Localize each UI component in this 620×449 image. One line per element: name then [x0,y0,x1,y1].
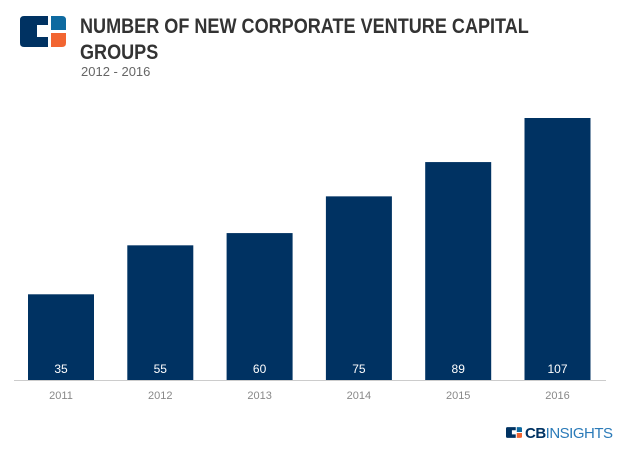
data-label: 107 [547,362,567,376]
bar [226,233,293,380]
title-line-1: NUMBER OF NEW CORPORATE VENTURE CAPITAL [80,15,529,38]
bar [127,245,194,380]
chart-title: NUMBER OF NEW CORPORATE VENTURE CAPITAL G… [80,14,529,66]
bar [28,294,94,380]
footer-brand: CBINSIGHTS [525,425,613,442]
bar [425,162,492,380]
data-label: 60 [253,362,267,376]
footer-logo-icon [506,427,522,438]
title-line-2: GROUPS [80,41,159,64]
x-tick-label: 2013 [247,390,271,402]
x-tick-label: 2016 [545,390,569,402]
x-tick-label: 2012 [148,390,172,402]
bar [325,196,392,380]
data-label: 75 [352,362,366,376]
x-tick-label: 2014 [347,390,371,402]
brand-cb: CB [525,425,546,442]
x-tick-label: 2011 [49,390,73,402]
data-label: 35 [54,362,68,376]
data-label: 89 [452,362,466,376]
data-label: 55 [154,362,168,376]
brand-insights: INSIGHTS [545,425,613,442]
x-tick-label: 2015 [446,390,470,402]
cbinsights-logo-icon [20,16,66,47]
bar [524,118,591,380]
chart-subtitle: 2012 - 2016 [81,64,151,79]
